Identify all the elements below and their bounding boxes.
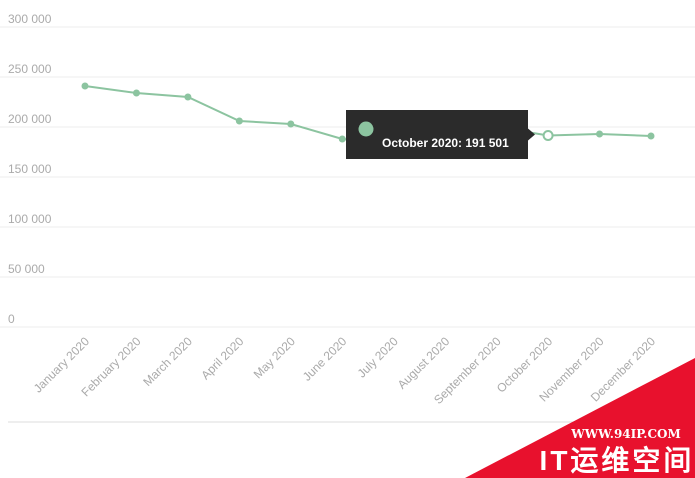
y-tick-label: 200 000 xyxy=(8,112,52,126)
data-point xyxy=(596,130,604,138)
watermark-url: WWW.94IP.COM xyxy=(570,427,681,441)
y-tick-label: 0 xyxy=(8,312,15,326)
x-tick-label: May 2020 xyxy=(251,334,298,381)
data-point xyxy=(81,82,89,90)
y-tick-label: 50 000 xyxy=(8,262,45,276)
x-tick-label: March 2020 xyxy=(140,334,195,389)
data-point xyxy=(338,135,346,143)
y-tick-label: 100 000 xyxy=(8,212,52,226)
y-tick-label: 150 000 xyxy=(8,162,52,176)
y-tick-label: 250 000 xyxy=(8,62,52,76)
tooltip-text: October 2020: 191 501 xyxy=(382,136,509,150)
x-tick-label: April 2020 xyxy=(198,334,246,382)
tooltip-swatch xyxy=(358,121,374,137)
data-point xyxy=(542,129,554,141)
data-point xyxy=(132,89,140,97)
data-point xyxy=(287,120,295,128)
y-tick-label: 300 000 xyxy=(8,12,52,26)
x-tick-label: June 2020 xyxy=(300,334,350,384)
data-point xyxy=(184,93,192,101)
data-point xyxy=(235,117,243,125)
x-tick-label: July 2020 xyxy=(355,334,401,380)
watermark-banner xyxy=(465,358,695,478)
tooltip: October 2020: 191 501 xyxy=(346,110,535,159)
tooltip-box xyxy=(346,110,535,159)
data-point xyxy=(647,132,655,140)
watermark-name: IT运维空间 xyxy=(540,444,695,476)
